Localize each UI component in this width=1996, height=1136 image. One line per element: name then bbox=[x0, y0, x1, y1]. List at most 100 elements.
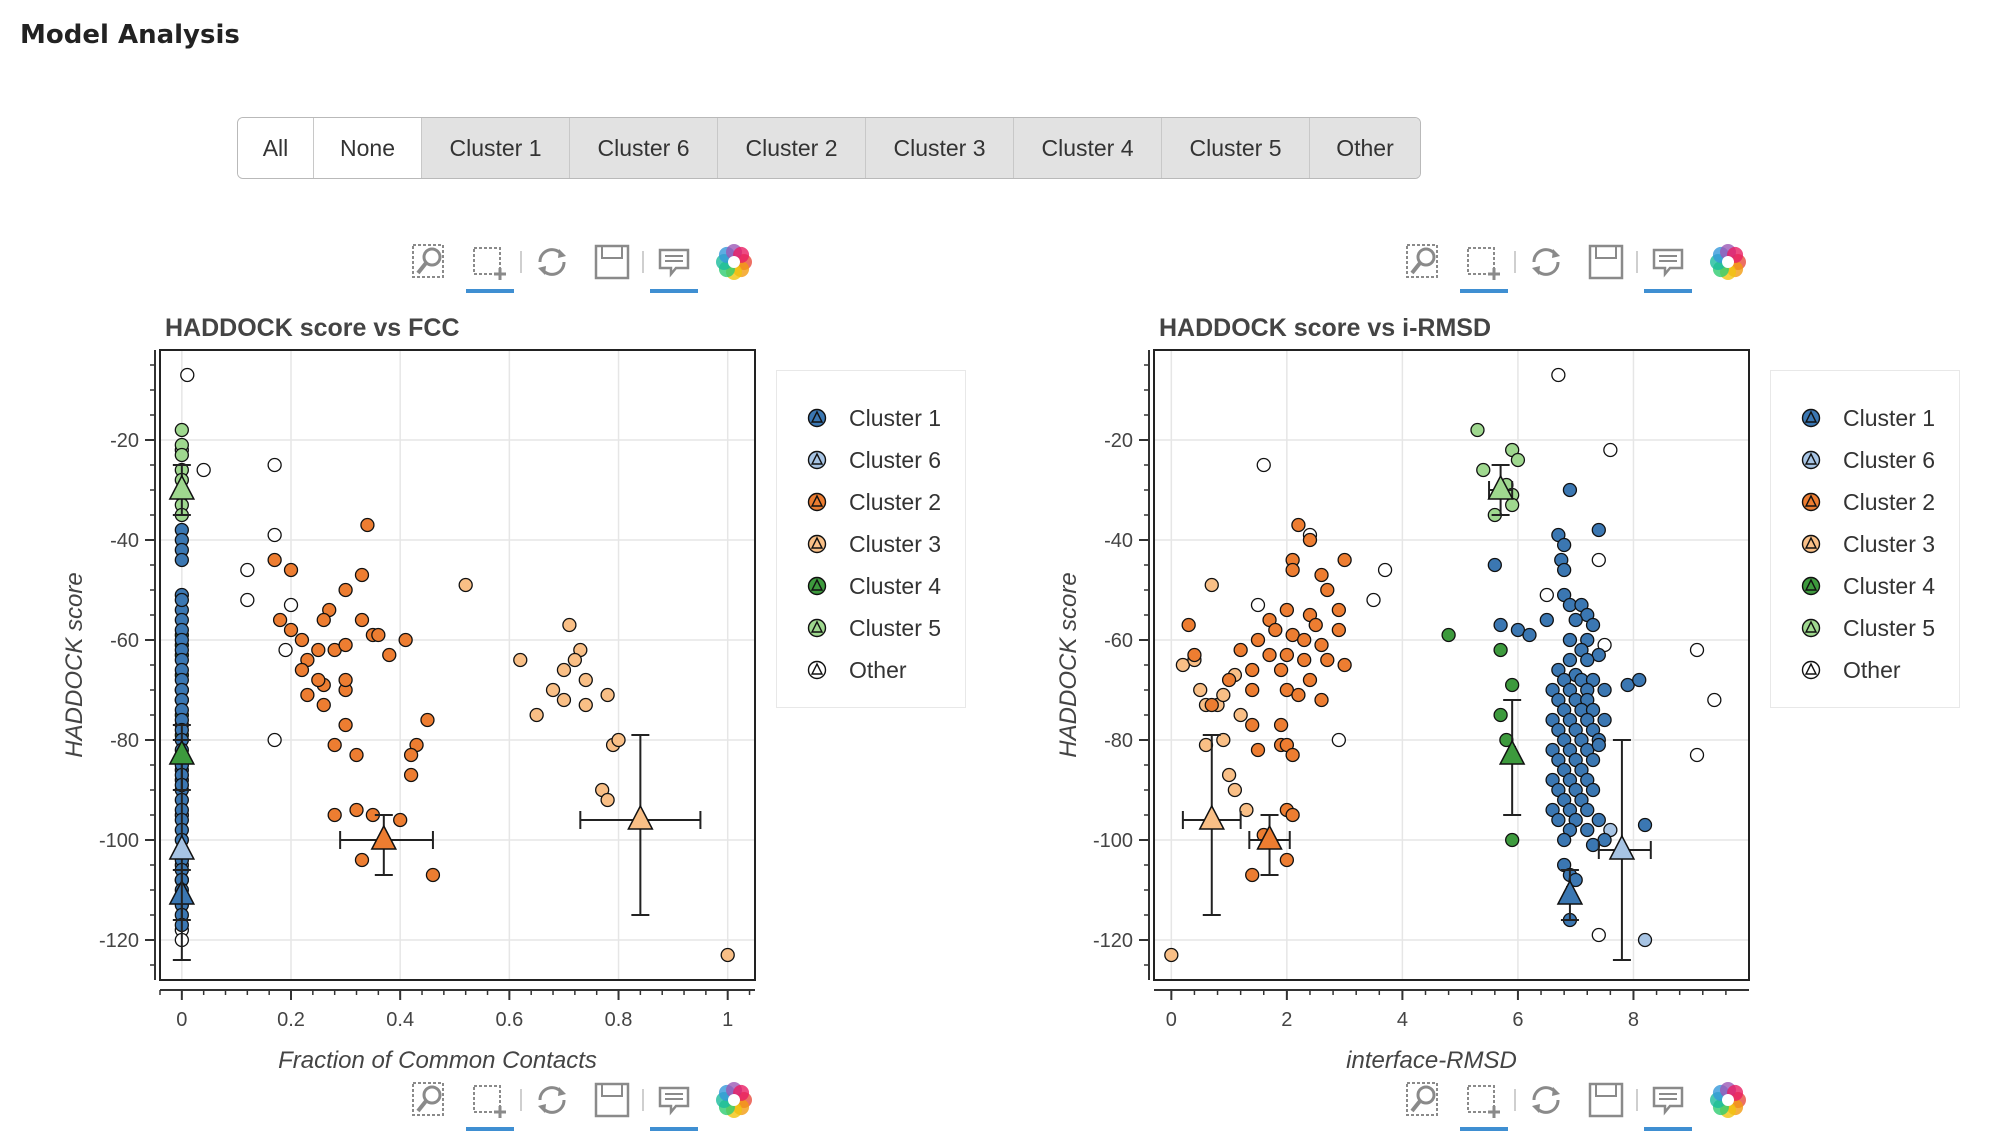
filter-button-cluster-4[interactable]: Cluster 4 bbox=[1014, 118, 1162, 178]
toolbar-separator bbox=[1636, 251, 1638, 273]
scatter-point-cluster-2 bbox=[1285, 807, 1300, 823]
legend-label: Cluster 4 bbox=[1843, 572, 1936, 599]
hover-icon[interactable] bbox=[1642, 237, 1694, 293]
legend-marker-icon bbox=[1801, 450, 1821, 470]
plot-toolbar-bottom-left bbox=[404, 1070, 768, 1131]
y-tick-label: -120 bbox=[1093, 930, 1133, 952]
hover-icon[interactable] bbox=[648, 237, 700, 293]
x-tick-label: 4 bbox=[1397, 1009, 1408, 1031]
filter-button-cluster-3[interactable]: Cluster 3 bbox=[866, 118, 1014, 178]
scatter-point-cluster-2 bbox=[1245, 682, 1260, 698]
zoom-icon[interactable] bbox=[1398, 1075, 1450, 1125]
zoom-icon[interactable] bbox=[1398, 237, 1450, 287]
scatter-point-other bbox=[196, 462, 211, 478]
legend-item-cluster-3[interactable]: Cluster 3 bbox=[1801, 529, 1935, 559]
legend-fcc: Cluster 1 Cluster 6 Cluster 2 Cluster 3 Clus… bbox=[776, 370, 966, 708]
scatter-point-cluster-3 bbox=[611, 732, 626, 748]
legend-item-cluster-2[interactable]: Cluster 2 bbox=[1801, 487, 1935, 517]
legend-marker-icon bbox=[807, 450, 827, 470]
save-icon[interactable] bbox=[1580, 1075, 1632, 1125]
scatter-point-cluster-2 bbox=[1268, 622, 1283, 638]
hover-icon[interactable] bbox=[1642, 1075, 1694, 1131]
scatter-point-other bbox=[1591, 552, 1606, 568]
box-select-icon[interactable] bbox=[464, 1075, 516, 1131]
scatter-point-cluster-3 bbox=[1193, 682, 1208, 698]
bokeh-logo-icon[interactable] bbox=[708, 1075, 760, 1125]
legend-label: Cluster 5 bbox=[1843, 614, 1936, 641]
bokeh-logo-icon[interactable] bbox=[708, 237, 760, 287]
scatter-point-cluster-2 bbox=[1297, 652, 1312, 668]
chart-haddock-vs-fcc[interactable]: HADDOCK score vs FCC 0 0.2 0.4 0.6 0.8 1 -20 -40… bbox=[0, 0, 998, 1136]
legend-label: Other bbox=[849, 656, 907, 683]
save-icon[interactable] bbox=[586, 237, 638, 287]
legend-label: Cluster 3 bbox=[1843, 530, 1936, 557]
centroid-marker-cluster-2 bbox=[1256, 824, 1283, 850]
legend-item-cluster-1[interactable]: Cluster 1 bbox=[807, 403, 941, 433]
save-icon[interactable] bbox=[1580, 237, 1632, 287]
scatter-point-other bbox=[1366, 592, 1381, 608]
legend-irmsd: Cluster 1 Cluster 6 Cluster 2 Cluster 3 Clus… bbox=[1770, 370, 1960, 708]
reset-icon[interactable] bbox=[1520, 237, 1572, 287]
bokeh-logo-icon[interactable] bbox=[1702, 237, 1754, 287]
y-tick-label: -60 bbox=[1104, 630, 1133, 652]
legend-item-cluster-4[interactable]: Cluster 4 bbox=[1801, 571, 1935, 601]
scatter-point-cluster-2 bbox=[1245, 717, 1260, 733]
scatter-point-cluster-3 bbox=[1198, 737, 1214, 753]
scatter-point-cluster-2 bbox=[1314, 637, 1329, 653]
legend-item-cluster-5[interactable]: Cluster 5 bbox=[807, 613, 941, 643]
bokeh-logo-icon[interactable] bbox=[1702, 1075, 1754, 1125]
scatter-point-cluster-3 bbox=[556, 692, 572, 708]
scatter-point-cluster-2 bbox=[1302, 532, 1318, 548]
filter-button-none[interactable]: None bbox=[314, 118, 422, 178]
scatter-point-cluster-5 bbox=[174, 447, 189, 463]
zoom-icon[interactable] bbox=[404, 237, 456, 287]
legend-marker-icon bbox=[1801, 576, 1821, 596]
scatter-point-cluster-3 bbox=[1216, 687, 1231, 703]
legend-item-cluster-2[interactable]: Cluster 2 bbox=[807, 487, 941, 517]
scatter-point-cluster-3 bbox=[562, 617, 577, 633]
scatter-point-other bbox=[1377, 562, 1393, 578]
scatter-point-cluster-3 bbox=[545, 682, 561, 698]
legend-item-other[interactable]: Other bbox=[807, 655, 907, 685]
scatter-point-cluster-3 bbox=[600, 792, 615, 808]
legend-item-other[interactable]: Other bbox=[1801, 655, 1901, 685]
x-tick-label: 0 bbox=[176, 1009, 187, 1031]
scatter-point-cluster-2 bbox=[338, 717, 353, 733]
filter-button-cluster-6[interactable]: Cluster 6 bbox=[570, 118, 718, 178]
scatter-point-cluster-2 bbox=[1245, 662, 1260, 678]
scatter-point-cluster-2 bbox=[1291, 517, 1306, 533]
scatter-point-cluster-2 bbox=[267, 552, 282, 568]
legend-item-cluster-1[interactable]: Cluster 1 bbox=[1801, 403, 1935, 433]
legend-item-cluster-4[interactable]: Cluster 4 bbox=[807, 571, 941, 601]
scatter-point-cluster-4 bbox=[1505, 677, 1520, 693]
centroid-marker-cluster-6 bbox=[168, 834, 196, 860]
scatter-point-cluster-1 bbox=[1580, 822, 1595, 838]
reset-icon[interactable] bbox=[526, 1075, 578, 1125]
box-select-icon[interactable] bbox=[464, 237, 516, 293]
filter-button-cluster-2[interactable]: Cluster 2 bbox=[718, 118, 866, 178]
legend-item-cluster-6[interactable]: Cluster 6 bbox=[1801, 445, 1935, 475]
scatter-point-cluster-2 bbox=[382, 647, 397, 663]
hover-icon[interactable] bbox=[648, 1075, 700, 1131]
save-icon[interactable] bbox=[586, 1075, 638, 1125]
filter-button-cluster-5[interactable]: Cluster 5 bbox=[1162, 118, 1310, 178]
box-select-icon[interactable] bbox=[1458, 237, 1510, 293]
scatter-point-cluster-2 bbox=[1250, 742, 1266, 758]
legend-item-cluster-3[interactable]: Cluster 3 bbox=[807, 529, 941, 559]
plot-frame bbox=[159, 349, 756, 981]
legend-item-cluster-5[interactable]: Cluster 5 bbox=[1801, 613, 1935, 643]
scatter-point-cluster-1 bbox=[1562, 632, 1578, 648]
legend-item-cluster-6[interactable]: Cluster 6 bbox=[807, 445, 941, 475]
filter-button-all[interactable]: All bbox=[238, 118, 314, 178]
centroid-marker-cluster-3 bbox=[627, 804, 654, 830]
filter-button-cluster-1[interactable]: Cluster 1 bbox=[422, 118, 570, 178]
reset-icon[interactable] bbox=[1520, 1075, 1572, 1125]
legend-label: Cluster 4 bbox=[849, 572, 942, 599]
legend-label: Cluster 6 bbox=[849, 446, 942, 473]
reset-icon[interactable] bbox=[526, 237, 578, 287]
filter-button-other[interactable]: Other bbox=[1310, 118, 1420, 178]
scatter-point-other bbox=[240, 592, 255, 608]
box-select-icon[interactable] bbox=[1458, 1075, 1510, 1131]
zoom-icon[interactable] bbox=[404, 1075, 456, 1125]
